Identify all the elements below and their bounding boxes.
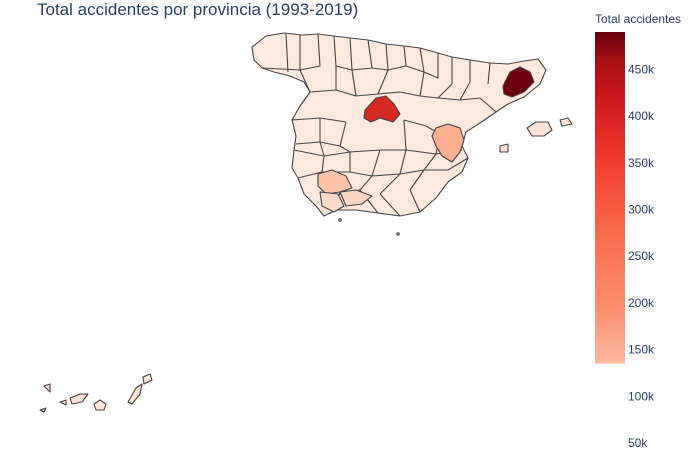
province-cadiz[interactable]	[319, 191, 345, 213]
canary-tenerife[interactable]	[69, 393, 89, 405]
colorbar-tick-label: 350k	[628, 156, 655, 170]
colorbar-tick-label: 200k	[628, 296, 655, 310]
balearic-menorca[interactable]	[559, 117, 573, 127]
colorbar-tick-label: 250k	[628, 249, 655, 263]
colorbar-tick-label: 450k	[628, 62, 655, 76]
colorbar-title: Total accidentes	[595, 12, 681, 26]
province-madrid[interactable]	[363, 95, 401, 123]
spain-province-map[interactable]	[39, 32, 573, 413]
colorbar-tick-label: 100k	[628, 389, 655, 403]
province-barcelona[interactable]	[502, 66, 535, 98]
chart-title: Total accidentes por provincia (1993-201…	[37, 0, 358, 19]
balearic-ibiza[interactable]	[499, 143, 509, 153]
canary-la-gomera[interactable]	[59, 399, 67, 406]
canary-lanzarote[interactable]	[142, 373, 153, 385]
colorbar-tick-label: 50k	[628, 436, 648, 450]
ceuta[interactable]	[338, 218, 342, 222]
canary-el-hierro[interactable]	[39, 407, 47, 413]
canary-gran-canaria[interactable]	[93, 399, 107, 411]
canary-la-palma[interactable]	[43, 383, 51, 393]
balearic-mallorca[interactable]	[526, 121, 553, 137]
colorbar: Total accidentes 50k 100k 150k 200k 250k 300k…	[595, 12, 681, 450]
colorbar-gradient	[595, 32, 625, 364]
province-valencia[interactable]	[431, 123, 465, 163]
colorbar-tick-label: 150k	[628, 343, 655, 357]
peninsula-provinces[interactable]	[251, 32, 547, 217]
canary-fuerteventura[interactable]	[127, 383, 143, 405]
province-sevilla[interactable]	[317, 169, 353, 195]
province-malaga[interactable]	[339, 189, 373, 207]
colorbar-tick-label: 300k	[628, 202, 655, 216]
colorbar-tick-label: 400k	[628, 109, 655, 123]
melilla[interactable]	[396, 232, 400, 236]
colorbar-ticks: 50k 100k 150k 200k 250k 300k 350k 400k 450k	[628, 62, 655, 450]
